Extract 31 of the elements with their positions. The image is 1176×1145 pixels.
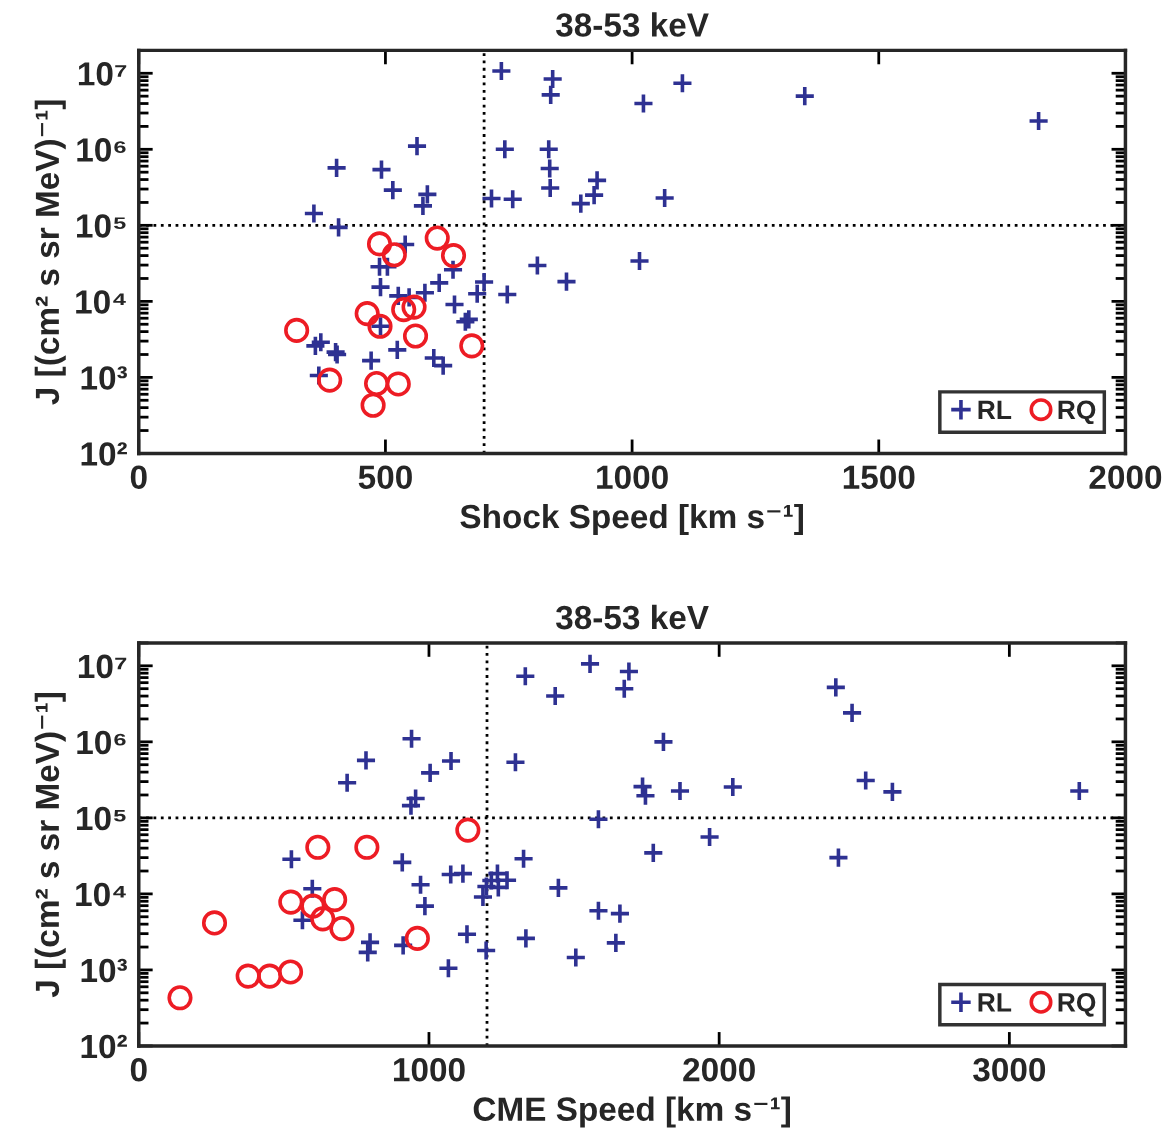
x-tick-label: 1500 — [843, 465, 915, 490]
x-tick-label: 2000 — [683, 1057, 755, 1082]
y-tick-label: 10² — [81, 1034, 127, 1059]
x-tick-label: 1000 — [597, 465, 668, 490]
x-tick-label: 1000 — [393, 1057, 465, 1082]
y-tick-label: 10⁶ — [77, 730, 126, 755]
y-tick-label: 10⁷ — [78, 62, 127, 86]
legend-label: RL — [978, 400, 1012, 419]
x-axis-title: Shock Speed [km s⁻¹] — [460, 503, 803, 536]
y-tick-label: 10⁵ — [77, 214, 126, 238]
x-tick-label: 3000 — [973, 1057, 1046, 1082]
y-tick-label: 10⁴ — [76, 882, 126, 907]
chart-title: 38-53 keV — [555, 12, 709, 37]
legend-label: RQ — [1058, 400, 1096, 425]
y-axis-title: J [(cm² s sr MeV)⁻¹] — [34, 693, 66, 998]
x-axis-title: CME Speed [km s⁻¹] — [473, 1096, 790, 1128]
y-tick-label: 10³ — [81, 366, 127, 390]
y-tick-label: 10⁵ — [77, 806, 126, 831]
y-axis-title: J [(cm² s sr MeV)⁻¹] — [34, 100, 66, 405]
y-tick-label: 10⁷ — [78, 654, 127, 679]
y-tick-label: 10⁶ — [77, 138, 126, 162]
x-tick-label: 0 — [130, 465, 147, 490]
x-tick-label: 0 — [130, 1057, 147, 1082]
chart-title: 38-53 keV — [555, 604, 709, 630]
y-tick-label: 10² — [81, 442, 127, 466]
x-tick-label: 500 — [358, 465, 412, 490]
y-tick-label: 10⁴ — [76, 290, 126, 314]
x-tick-label: 2000 — [1089, 465, 1162, 490]
legend-label: RL — [978, 993, 1012, 1012]
y-tick-label: 10³ — [81, 958, 127, 983]
legend-label: RQ — [1058, 993, 1096, 1017]
